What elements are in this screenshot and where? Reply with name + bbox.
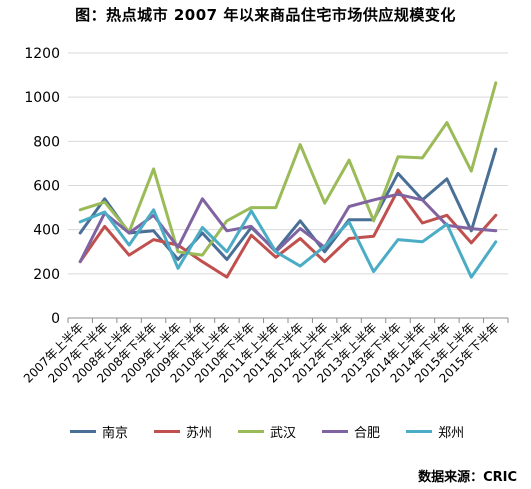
y-tick-label: 1200 <box>24 46 60 62</box>
series-line-1 <box>78 188 498 279</box>
series-line-4 <box>78 208 498 279</box>
y-tick-label: 1000 <box>24 90 60 106</box>
legend-label: 苏州 <box>186 425 213 441</box>
series-line-0 <box>78 147 498 261</box>
chart-title: 图：热点城市 2007 年以来商品住宅市场供应规模变化 <box>75 6 456 24</box>
y-tick-label: 200 <box>33 267 60 283</box>
y-tick-label: 0 <box>51 311 60 327</box>
legend-label: 武汉 <box>270 425 297 441</box>
legend-swatch <box>322 429 349 433</box>
legend-swatch <box>238 429 265 433</box>
chart-legend: 南京 苏州 武汉 合肥 郑州 <box>70 420 530 442</box>
series-line-2 <box>78 81 498 257</box>
y-tick-label: 800 <box>33 134 60 150</box>
legend-item: 郑州 <box>406 422 464 441</box>
y-tick-label: 400 <box>33 223 60 239</box>
legend-item: 武汉 <box>238 422 296 441</box>
legend-swatch <box>154 429 181 433</box>
data-source-note: 数据来源：CRIC <box>418 470 517 485</box>
legend-label: 南京 <box>102 425 129 441</box>
line-chart: 0200400600800100012002007年上半年2007年下半年200… <box>21 46 509 386</box>
y-tick-label: 600 <box>33 179 60 195</box>
legend-swatch <box>70 429 96 433</box>
legend-label: 郑州 <box>438 425 465 441</box>
legend-label: 合肥 <box>354 425 381 441</box>
legend-item: 苏州 <box>154 422 212 441</box>
legend-item: 南京 <box>70 422 128 441</box>
legend-swatch <box>406 429 433 433</box>
legend-item: 合肥 <box>322 422 380 441</box>
